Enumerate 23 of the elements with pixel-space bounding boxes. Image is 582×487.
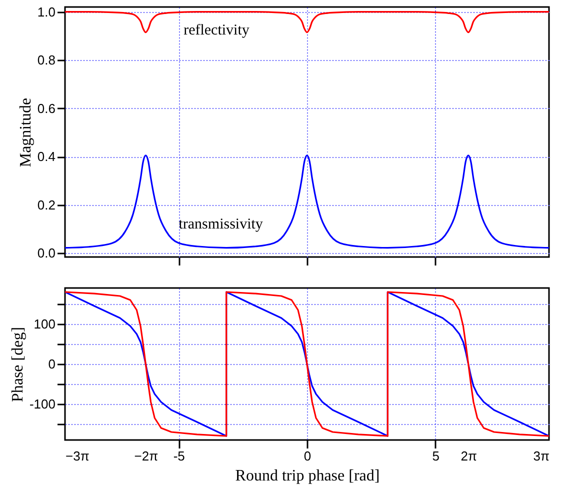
y-tick-label: 100 [34,316,56,332]
x-axis-title: Round trip phase [rad] [235,468,380,484]
series-label: reflectivity [184,22,250,38]
y-tick-label: 0.2 [37,197,56,212]
x-tick-label: 0 [304,448,312,464]
y-tick-label: 0.4 [37,149,56,164]
x-tick-label: 3π [533,448,550,464]
line-series [65,291,549,437]
y-tick-label: 0.6 [37,100,56,116]
y-tick-label: 1.0 [37,4,56,20]
y-axis-title: Phase [deg] [9,326,26,402]
y-tick-label: -100 [29,396,56,412]
x-tick-label: −3π [66,448,90,464]
x-tick-label: 2π [460,448,477,464]
y-axis-title: Magnitude [17,98,34,168]
x-tick-label: −2π [134,448,158,464]
series-label: transmissivity [178,216,264,232]
y-tick-label: 0 [48,356,56,372]
y-tick-label: 0.8 [37,52,56,68]
line-series [65,154,549,249]
x-tick-label: 5 [432,448,440,464]
x-tick-label: -5 [173,448,185,464]
y-tick-label: 0.0 [37,246,56,261]
